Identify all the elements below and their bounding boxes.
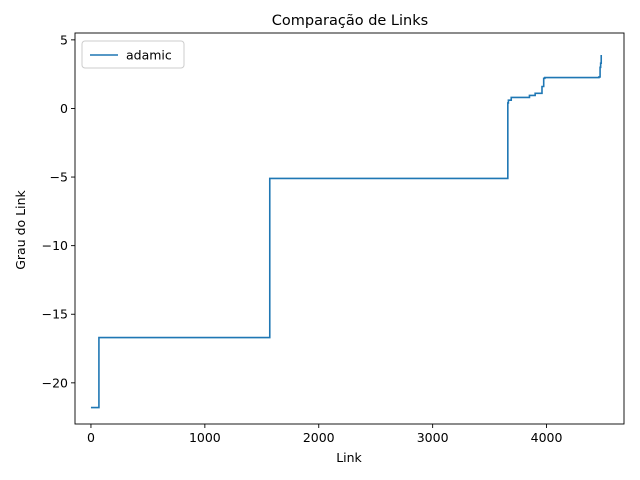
x-tick-label: 2000	[303, 430, 335, 445]
axes-frame	[74, 32, 625, 425]
y-tick-label: −5	[50, 170, 68, 185]
x-tick-label: 1000	[189, 430, 221, 445]
y-tick-label: 0	[60, 101, 68, 116]
legend-box	[81, 40, 185, 69]
x-tick-label: 4000	[531, 430, 563, 445]
y-tick-label: −10	[42, 238, 68, 253]
legend-label: adamic	[126, 48, 172, 63]
legend: adamic	[81, 40, 185, 69]
x-tick-label: 0	[87, 430, 95, 445]
axes: 0 1000 2000 3000 4000 5 0 −5 −10 −15 −20	[42, 32, 625, 445]
x-tick-label: 3000	[417, 430, 449, 445]
y-tick-label: −20	[42, 375, 68, 390]
y-tick-label: 5	[60, 32, 68, 47]
y-axis-label: Grau do Link	[13, 189, 28, 269]
plot-area	[90, 54, 603, 409]
y-tick-label: −15	[42, 307, 68, 322]
chart-title: Comparação de Links	[272, 13, 428, 29]
series-line-adamic	[90, 54, 603, 409]
x-axis-label: Link	[336, 450, 362, 465]
